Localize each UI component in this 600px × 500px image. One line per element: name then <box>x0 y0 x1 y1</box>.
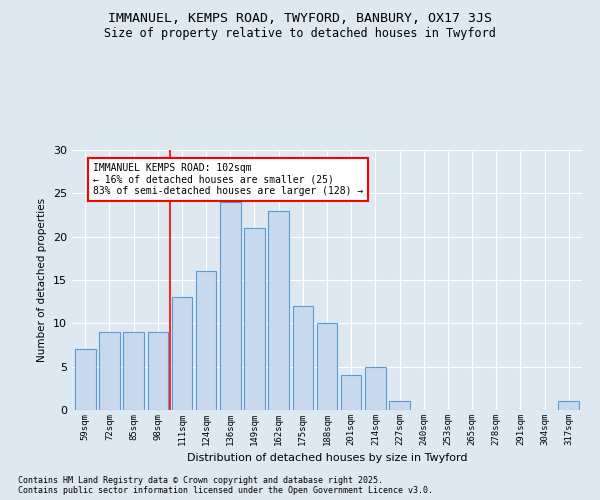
Bar <box>365 366 386 410</box>
Text: Size of property relative to detached houses in Twyford: Size of property relative to detached ho… <box>104 28 496 40</box>
Bar <box>148 332 168 410</box>
Bar <box>124 332 144 410</box>
Bar <box>341 376 361 410</box>
Text: Contains HM Land Registry data © Crown copyright and database right 2025.: Contains HM Land Registry data © Crown c… <box>18 476 383 485</box>
Bar <box>389 402 410 410</box>
Bar <box>75 350 95 410</box>
X-axis label: Distribution of detached houses by size in Twyford: Distribution of detached houses by size … <box>187 454 467 464</box>
Bar <box>172 298 192 410</box>
Bar <box>220 202 241 410</box>
Text: Contains public sector information licensed under the Open Government Licence v3: Contains public sector information licen… <box>18 486 433 495</box>
Bar <box>99 332 120 410</box>
Y-axis label: Number of detached properties: Number of detached properties <box>37 198 47 362</box>
Bar <box>244 228 265 410</box>
Bar <box>317 324 337 410</box>
Bar <box>268 210 289 410</box>
Text: IMMANUEL, KEMPS ROAD, TWYFORD, BANBURY, OX17 3JS: IMMANUEL, KEMPS ROAD, TWYFORD, BANBURY, … <box>108 12 492 26</box>
Bar <box>293 306 313 410</box>
Bar <box>559 402 579 410</box>
Bar <box>196 272 217 410</box>
Text: IMMANUEL KEMPS ROAD: 102sqm
← 16% of detached houses are smaller (25)
83% of sem: IMMANUEL KEMPS ROAD: 102sqm ← 16% of det… <box>92 163 363 196</box>
